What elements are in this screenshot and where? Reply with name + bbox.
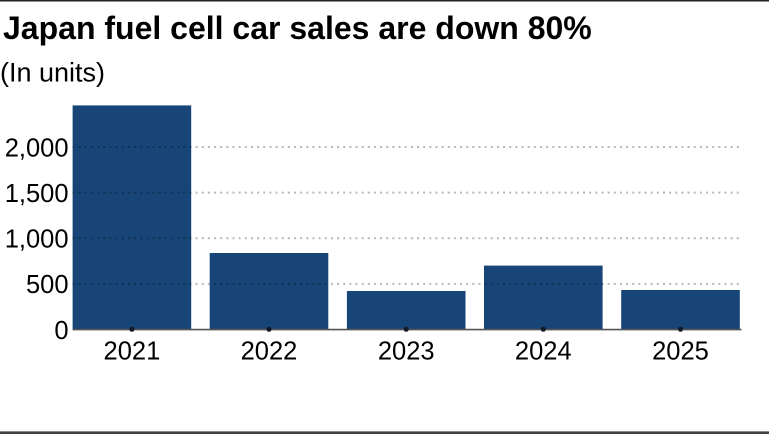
svg-text:2025: 2025 xyxy=(652,337,709,365)
svg-text:2,000: 2,000 xyxy=(5,134,69,162)
svg-text:500: 500 xyxy=(26,271,69,299)
svg-text:0: 0 xyxy=(54,317,68,345)
svg-text:(In units): (In units) xyxy=(0,58,105,88)
svg-text:Japan fuel cell car sales are: Japan fuel cell car sales are down 80% xyxy=(3,10,592,46)
svg-text:1,000: 1,000 xyxy=(5,226,69,254)
svg-text:2021: 2021 xyxy=(104,337,161,365)
svg-text:1,500: 1,500 xyxy=(5,180,69,208)
svg-text:2022: 2022 xyxy=(241,337,298,365)
svg-text:2024: 2024 xyxy=(515,337,572,365)
svg-text:2023: 2023 xyxy=(378,337,435,365)
